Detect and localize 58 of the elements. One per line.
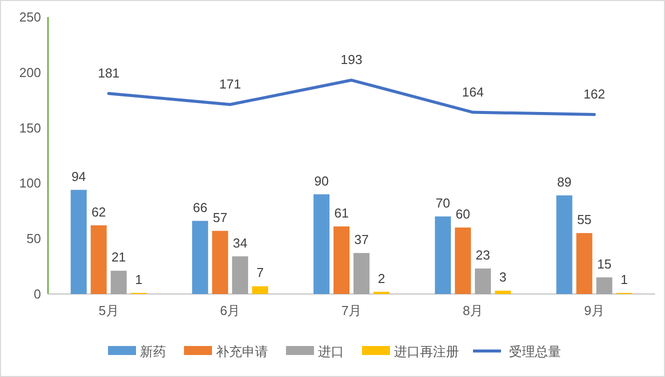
legend-label: 补充申请 (216, 344, 268, 359)
data-label: 62 (91, 204, 106, 220)
x-tick-label: 7月 (341, 303, 362, 318)
bar (212, 230, 228, 294)
data-label: 37 (354, 232, 369, 248)
bar (232, 256, 248, 294)
data-label: 55 (577, 212, 592, 228)
bar (252, 286, 268, 294)
x-tick-label: 8月 (462, 303, 484, 318)
bar (454, 228, 471, 294)
legend-label: 受理总量 (509, 344, 561, 359)
data-label: 1 (135, 272, 142, 287)
data-label: 15 (597, 256, 612, 272)
data-label: 162 (583, 86, 606, 102)
bar (354, 253, 370, 294)
data-label: 1 (620, 272, 628, 287)
data-label: 193 (340, 52, 362, 68)
legend-label: 进口再注册 (394, 344, 459, 359)
data-label: 89 (557, 174, 572, 190)
data-label: 57 (212, 210, 228, 225)
bar (334, 226, 350, 294)
data-label: 60 (456, 206, 470, 222)
bar (576, 233, 592, 294)
data-label: 90 (314, 173, 329, 188)
data-label: 34 (232, 235, 248, 250)
bar (434, 216, 451, 294)
y-tick-label: 200 (19, 64, 41, 80)
bar (110, 270, 127, 294)
data-label: 164 (462, 84, 484, 100)
data-label: 2 (378, 270, 386, 286)
data-label: 3 (499, 270, 507, 285)
legend-label: 进口 (318, 344, 344, 359)
data-label: 7 (256, 265, 264, 280)
bar (192, 220, 208, 294)
bar (556, 195, 572, 294)
data-label: 66 (192, 200, 208, 215)
data-label: 181 (98, 65, 120, 80)
data-label: 70 (436, 195, 450, 210)
y-tick-label: 250 (19, 10, 41, 24)
bar (474, 268, 491, 294)
y-tick-label: 150 (19, 120, 41, 136)
data-label: 23 (476, 248, 490, 263)
y-tick-label: 100 (19, 176, 41, 191)
y-tick-label: 0 (34, 286, 41, 302)
y-tick-label: 50 (26, 231, 41, 246)
x-tick-label: 9月 (584, 303, 604, 318)
bar (596, 277, 612, 294)
data-label: 171 (219, 76, 241, 92)
bar (314, 194, 330, 294)
data-label: 61 (334, 205, 349, 220)
bar (90, 225, 107, 294)
bar (494, 290, 511, 294)
legend-label: 新药 (140, 344, 166, 359)
bar (70, 190, 87, 294)
data-label: 21 (111, 250, 126, 265)
x-tick-label: 5月 (98, 303, 119, 318)
data-label: 94 (71, 168, 86, 184)
x-tick-label: 6月 (220, 303, 240, 318)
